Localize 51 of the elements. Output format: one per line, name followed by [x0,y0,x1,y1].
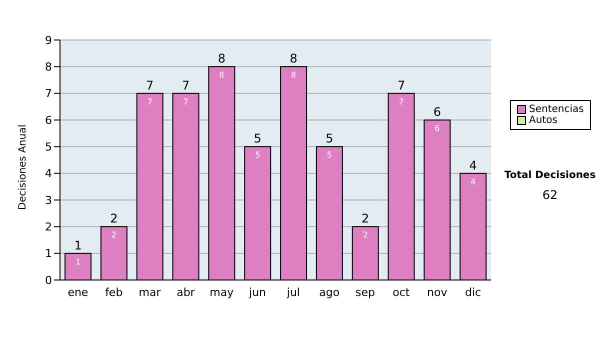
total-label: 5 [326,132,334,146]
total-label: 6 [433,105,442,119]
legend-label: Sentencias [529,104,584,115]
text: Total Decisiones [503,170,597,181]
data-label: 7 [398,97,404,106]
total-label: 7 [182,78,190,92]
data-label: 5 [255,150,260,160]
x-tick-label: jul [286,286,300,299]
data-label: 7 [183,97,188,106]
total-label: 2 [362,212,370,226]
x-tick-label: nov [427,286,448,299]
data-label: 8 [219,70,224,80]
total-label: 7 [397,78,406,92]
total-label: 8 [290,52,298,66]
data-label: 8 [290,70,296,80]
total-label: 5 [254,132,262,146]
y-tick-label: 0 [45,274,52,287]
x-tick-label: abr [176,286,196,299]
x-tick-label: sep [356,286,376,299]
total-label: 2 [110,212,118,226]
data-label: 7 [147,97,152,106]
data-label: 1 [75,257,81,266]
y-tick-label: 5 [45,140,52,154]
x-tick-label: oct [392,286,410,299]
y-tick-label: 3 [45,194,52,207]
y-tick-label: 6 [45,114,52,127]
text: 62 [541,188,559,202]
y-axis-title: Decisiones Anual [18,124,29,210]
total-label: 8 [218,52,226,66]
x-tick-label: ene [68,286,88,299]
x-tick-label: dic [464,286,482,299]
x-tick-label: feb [105,286,123,299]
y-tick-label: 4 [45,167,52,180]
total-label: 4 [469,158,477,172]
x-tick-label: ago [319,286,340,299]
y-tick-label: 2 [45,220,52,234]
y-tick-label: 9 [45,34,52,47]
total-label: 1 [74,238,82,252]
y-tick-label: 8 [45,60,52,74]
data-label: 6 [434,124,440,133]
y-tick-label: 1 [45,247,52,260]
data-label: 5 [326,150,332,160]
x-tick-label: mar [138,286,162,299]
legend-label: Autos [529,115,558,126]
total-label: 7 [146,78,154,92]
data-label: 4 [470,177,476,186]
x-tick-label: may [210,286,234,299]
data-label: 2 [362,230,368,240]
y-tick-label: 7 [45,87,52,100]
x-tick-label: jun [248,286,266,299]
data-label: 2 [111,230,116,240]
